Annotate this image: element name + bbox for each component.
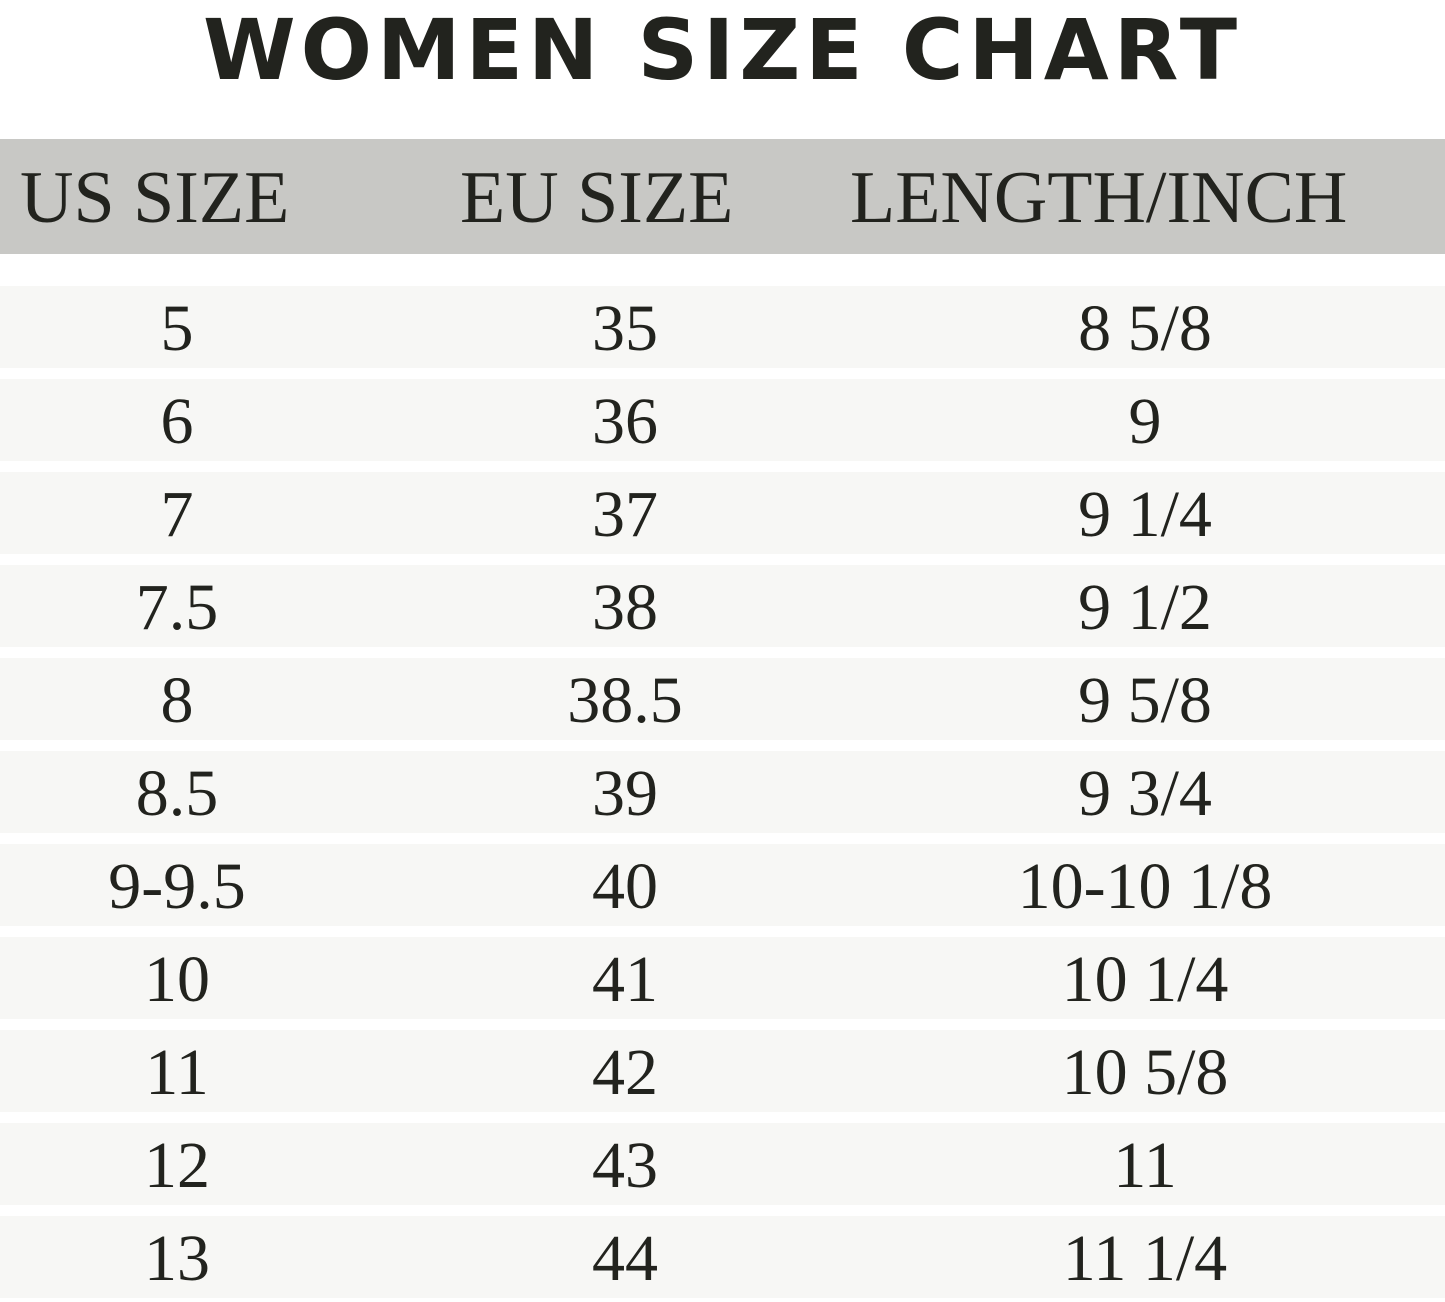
table-row: 7 37 9 1/4	[0, 472, 1445, 554]
table-row: 6 36 9	[0, 379, 1445, 461]
length-inch-cell: 9 3/4	[1078, 757, 1212, 830]
table-row: 8 38.5 9 5/8	[0, 658, 1445, 740]
table-row: 5 35 8 5/8	[0, 286, 1445, 368]
us-size-cell: 8	[160, 664, 194, 737]
us-size-cell: 9-9.5	[108, 850, 246, 923]
eu-size-cell: 39	[592, 757, 658, 830]
us-size-cell: 6	[160, 385, 194, 458]
table-row: 11 42 10 5/8	[0, 1030, 1445, 1112]
table-row: 7.5 38 9 1/2	[0, 565, 1445, 647]
length-inch-cell: 10 1/4	[1061, 943, 1229, 1016]
length-inch-cell: 8 5/8	[1078, 292, 1212, 365]
eu-size-cell: 38.5	[567, 664, 683, 737]
us-size-cell: 7.5	[135, 571, 219, 644]
table-row: 10 41 10 1/4	[0, 937, 1445, 1019]
length-inch-cell: 9 1/2	[1078, 571, 1212, 644]
eu-size-cell: 38	[592, 571, 658, 644]
length-inch-cell: 10 5/8	[1061, 1036, 1229, 1109]
table-row: 9-9.5 40 10-10 1/8	[0, 844, 1445, 926]
length-inch-cell: 9	[1128, 385, 1162, 458]
eu-size-cell: 43	[592, 1129, 658, 1202]
us-size-cell: 8.5	[135, 757, 219, 830]
chart-title: WOMEN SIZE CHART	[202, 1, 1243, 99]
table-row: 8.5 39 9 3/4	[0, 751, 1445, 833]
us-size-cell: 12	[144, 1129, 210, 1202]
table-row: 12 43 11	[0, 1123, 1445, 1205]
eu-size-cell: 35	[592, 292, 658, 365]
eu-size-cell: 42	[592, 1036, 658, 1109]
eu-size-cell: 36	[592, 385, 658, 458]
table-header: US SIZE EU SIZE LENGTH/INCH	[0, 139, 1445, 254]
column-header-eu-size: EU SIZE	[460, 157, 734, 239]
table-row: 13 44 11 1/4	[0, 1216, 1445, 1298]
length-inch-cell: 9 5/8	[1078, 664, 1212, 737]
column-header-length-inch: LENGTH/INCH	[850, 157, 1348, 239]
length-inch-cell: 10-10 1/8	[1017, 850, 1273, 923]
column-header-us-size: US SIZE	[20, 157, 290, 239]
eu-size-cell: 40	[592, 850, 658, 923]
length-inch-cell: 9 1/4	[1078, 478, 1212, 551]
eu-size-cell: 41	[592, 943, 658, 1016]
length-inch-cell: 11 1/4	[1062, 1222, 1228, 1295]
us-size-cell: 7	[160, 478, 194, 551]
us-size-cell: 5	[160, 292, 194, 365]
eu-size-cell: 44	[592, 1222, 658, 1295]
us-size-cell: 13	[144, 1222, 210, 1295]
us-size-cell: 10	[144, 943, 210, 1016]
length-inch-cell: 11	[1113, 1129, 1177, 1202]
us-size-cell: 11	[145, 1036, 209, 1109]
eu-size-cell: 37	[592, 478, 658, 551]
